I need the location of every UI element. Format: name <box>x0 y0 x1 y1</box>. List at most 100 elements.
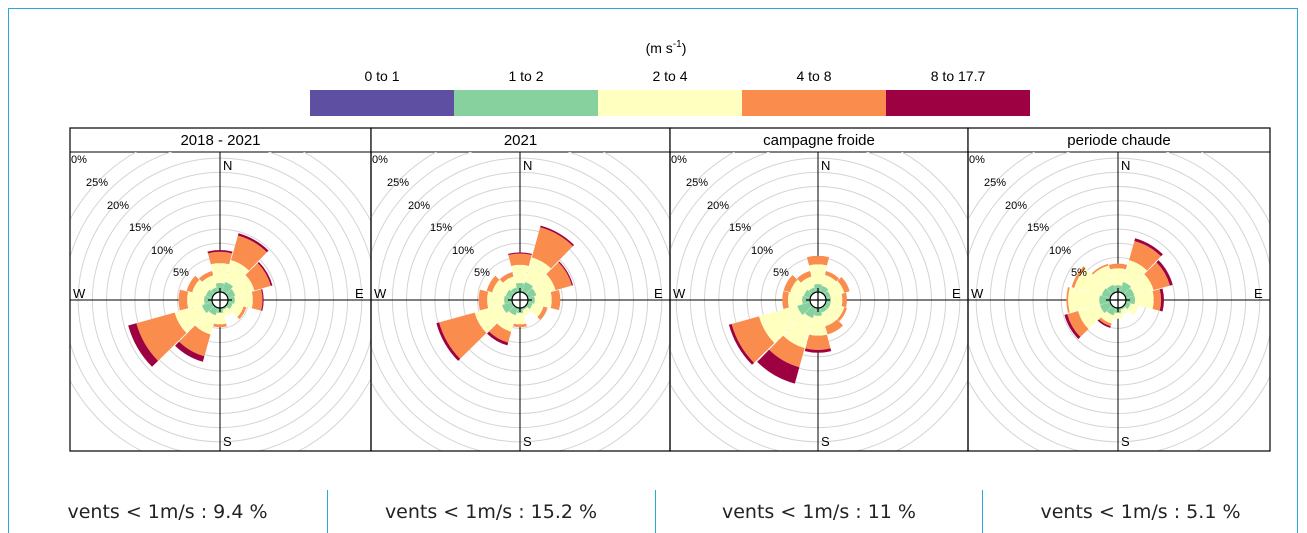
wind-rose-segment <box>1120 307 1129 315</box>
panel-body <box>670 152 968 451</box>
wind-rose-segment <box>757 349 800 384</box>
wind-rose-segment <box>809 264 827 285</box>
wind-rose-segment <box>237 306 247 320</box>
legend-swatch <box>310 90 454 116</box>
wind-rose-segment <box>222 307 232 317</box>
legend-swatch <box>742 90 886 116</box>
wind-rose-segment <box>804 348 832 353</box>
legend: (m s-1) 0 to 1 1 to 2 2 to 4 4 to 8 8 to 17.… <box>310 39 1030 116</box>
legend-label: 4 to 8 <box>796 68 831 84</box>
panel-body <box>70 152 371 451</box>
ring-label: 20% <box>1005 200 1027 212</box>
wind-rose-segment <box>436 322 461 361</box>
wind-rose-segment <box>237 233 269 253</box>
ring-label: 15% <box>1027 222 1049 234</box>
panel: periode chaude 0% 25% 20%15%10%5% N S W E <box>967 127 1271 452</box>
wind-rose-segment <box>511 264 529 284</box>
compass-e: E <box>654 286 663 301</box>
wind-rose-segment <box>502 276 517 291</box>
caption-2021: vents < 1m/s : 15.2 % <box>384 500 598 523</box>
wind-rose-segment <box>824 271 840 282</box>
wind-rose-segment <box>225 260 250 287</box>
wind-rose-segment <box>1074 268 1106 296</box>
ring-label: 25% <box>686 177 708 189</box>
wind-rose-segment <box>782 291 789 309</box>
wind-rose-segment <box>231 235 267 271</box>
legend-label: 2 to 4 <box>652 68 687 84</box>
compass-w: W <box>971 286 984 301</box>
wind-rose-segment <box>1100 311 1114 324</box>
wind-rose-segment <box>175 341 205 362</box>
compass-e: E <box>952 286 961 301</box>
wind-rose-segment <box>207 251 233 265</box>
wind-rose-segment <box>486 331 509 346</box>
ring-label: 0% <box>71 154 87 166</box>
legend-swatch <box>598 90 742 116</box>
panel: 2018 - 2021 0% 25% 20%15%10%5% N S W E <box>69 127 372 452</box>
wind-rose-segment <box>806 255 830 266</box>
ring-label: 0% <box>969 154 985 166</box>
footer-captions: vents < 1m/s : 9.4 % vents < 1m/s : 15.2… <box>8 490 1298 533</box>
wind-rose-segment <box>800 276 815 291</box>
wind-rose-segment <box>207 250 233 254</box>
wind-rose-segment <box>1134 291 1154 309</box>
wind-rose-segment <box>534 292 552 308</box>
panel-title: 2018 - 2021 <box>180 132 260 149</box>
wind-rose-segment <box>179 325 211 357</box>
wind-rose-segment <box>499 272 514 283</box>
wind-rose-segment <box>213 323 227 328</box>
wind-rose-segment <box>1134 238 1163 257</box>
wind-rose-segment <box>758 305 803 343</box>
wind-rose-segment <box>797 301 815 316</box>
caption-2018-2021: vents < 1m/s : 9.4 % <box>67 500 268 523</box>
panel: 2021 0% 25% 20%15%10%5% N S W E <box>370 127 671 452</box>
wind-rose-segment <box>522 307 532 316</box>
legend-label: 0 to 1 <box>364 68 399 84</box>
wind-rose-segment <box>1152 289 1162 311</box>
ring-label: 10% <box>751 245 773 257</box>
compass-n: N <box>223 158 232 173</box>
wind-rose-segment <box>257 261 273 286</box>
wind-rose-segment <box>783 313 813 349</box>
wind-rose-segment <box>213 312 227 325</box>
wind-rose-segment <box>529 303 544 318</box>
wind-rose-segment <box>231 274 255 296</box>
wind-rose-segment <box>546 262 572 291</box>
wind-rose-segment <box>229 303 244 318</box>
wind-rose-segment <box>796 271 812 283</box>
wind-rose-segment <box>508 252 532 255</box>
wind-rose-segment <box>1129 240 1161 271</box>
wind-rose-segment <box>202 275 217 291</box>
wind-rose-segment <box>790 279 808 297</box>
wind-rose-segment <box>508 253 532 266</box>
wind-rose-segment <box>234 291 253 309</box>
wind-rose-segment <box>837 276 850 293</box>
ring-label: 25% <box>387 177 409 189</box>
wind-rose-segment <box>496 311 516 332</box>
panel: campagne froide 0% 25% 20%15%10%5% N S W E <box>669 127 969 452</box>
compass-w: W <box>673 286 686 301</box>
wind-rose-segment <box>830 293 843 307</box>
wind-rose-segment <box>136 312 187 361</box>
ring-label: 25% <box>984 177 1006 189</box>
wind-rose-segment <box>1127 303 1139 316</box>
wind-rose-segment <box>1091 263 1109 275</box>
wind-rose-segment <box>245 263 271 291</box>
wind-rose-segment <box>821 274 837 290</box>
wind-rose-segment <box>486 275 500 293</box>
wind-rose-segment <box>1092 265 1114 289</box>
wind-rose-segment <box>783 274 798 293</box>
compass-s: S <box>821 434 830 449</box>
panel-title: periode chaude <box>1067 132 1170 149</box>
wind-rose-segment <box>809 315 827 336</box>
wind-rose-segment <box>537 306 548 320</box>
panel-title-strip <box>669 127 969 153</box>
wind-rose-segment <box>837 307 847 322</box>
compass-e: E <box>1254 286 1263 301</box>
panel-body <box>371 152 670 451</box>
wind-rose-segment <box>827 303 845 320</box>
wind-rose-segment <box>1066 287 1070 313</box>
wind-rose-segment <box>1159 288 1164 312</box>
compass-w: W <box>73 286 86 301</box>
